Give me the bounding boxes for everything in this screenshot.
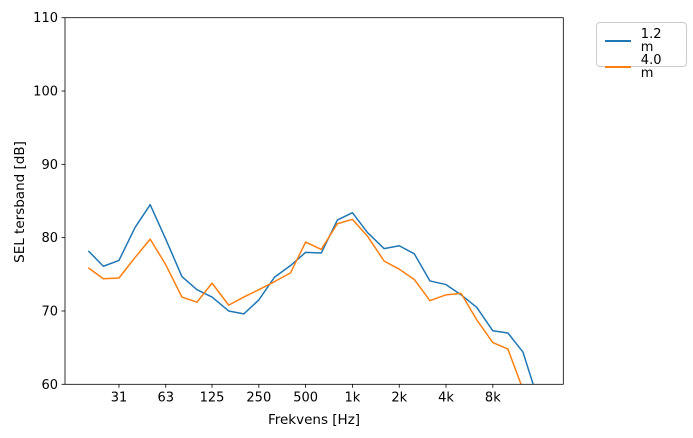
legend-label-series-0: 1.2 m <box>640 27 662 55</box>
y-tick-label: 110 <box>33 11 58 26</box>
x-tick-label: 63 <box>157 390 174 405</box>
legend-line-swatch-series-0 <box>605 40 631 42</box>
x-tick-label: 4k <box>438 390 454 405</box>
x-tick-label: 125 <box>200 390 225 405</box>
y-tick-label: 80 <box>41 231 58 246</box>
series-line-4.0-m <box>87 218 522 385</box>
legend-label-series-1: 4.0 m <box>640 53 662 81</box>
plot-spines <box>64 17 564 385</box>
x-tick-label: 500 <box>293 390 318 405</box>
x-tick-label: 8k <box>485 390 501 405</box>
legend-item: 4.0 m <box>605 54 678 80</box>
x-axis-label: Frekvens [Hz] <box>267 412 361 428</box>
y-tick-label: 70 <box>41 304 58 319</box>
legend-line-swatch-series-1 <box>605 66 631 68</box>
y-tick-label: 60 <box>41 378 58 393</box>
x-tick-label: 250 <box>246 390 271 405</box>
x-tick-label: 2k <box>391 390 407 405</box>
legend: 1.2 m 4.0 m <box>596 22 687 80</box>
x-tick-label: 31 <box>111 390 128 405</box>
y-axis-label: SEL tersband [dB] <box>12 141 28 263</box>
legend-item: 1.2 m <box>605 28 678 54</box>
y-tick-label: 100 <box>33 85 58 100</box>
y-tick-label: 90 <box>41 158 58 173</box>
x-tick-label: 1k <box>345 390 361 405</box>
series-line-1.2-m <box>87 203 534 385</box>
